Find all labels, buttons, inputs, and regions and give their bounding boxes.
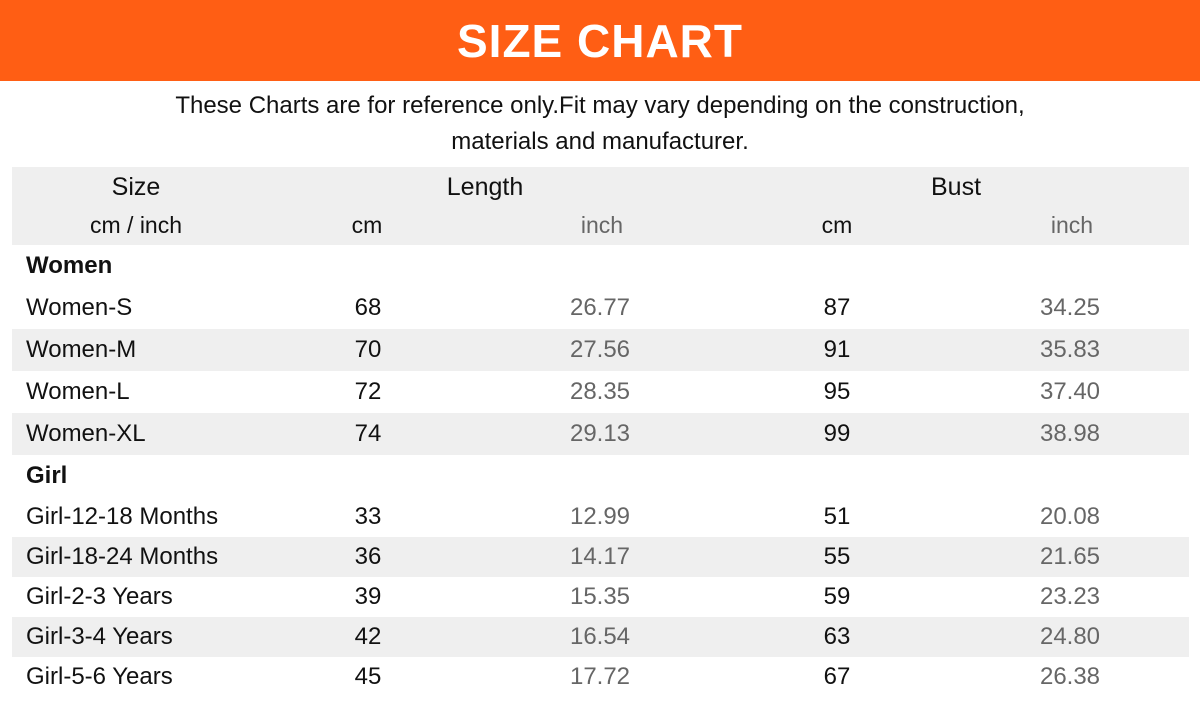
table-row: Women-M 70 27.56 91 35.83: [12, 329, 1189, 371]
bust-cm: 51: [823, 503, 851, 530]
table-row: Girl-18-24 Months 36 14.17 55 21.65: [12, 537, 1189, 577]
size-label: Girl-5-6 Years: [26, 663, 173, 690]
header-bust-inch: inch: [1050, 212, 1094, 238]
bust-inch: 34.25: [1039, 294, 1101, 321]
header-length: Length: [446, 173, 524, 201]
length-inch: 29.13: [569, 420, 631, 447]
bust-inch: 23.23: [1039, 583, 1101, 610]
length-inch: 14.17: [569, 543, 631, 570]
bust-cm: 63: [823, 623, 851, 650]
size-label: Women-S: [26, 294, 133, 321]
bust-inch: 24.80: [1039, 623, 1101, 650]
size-label: Women-XL: [26, 420, 146, 447]
table-row: Girl-2-3 Years 39 15.35 59 23.23: [12, 577, 1189, 617]
length-inch: 16.54: [569, 623, 631, 650]
bust-cm: 67: [823, 663, 851, 690]
bust-inch: 38.98: [1039, 420, 1101, 447]
length-inch: 27.56: [569, 336, 631, 363]
size-label: Girl-12-18 Months: [26, 503, 219, 530]
length-inch: 17.72: [569, 663, 631, 690]
header-size: Size: [111, 173, 161, 201]
header-length-inch: inch: [580, 212, 624, 238]
size-label: Women-L: [26, 378, 130, 405]
bust-cm: 95: [823, 378, 851, 405]
bust-inch: 21.65: [1039, 543, 1101, 570]
length-inch: 12.99: [569, 503, 631, 530]
length-cm: 74: [354, 420, 382, 447]
length-cm: 33: [354, 503, 382, 530]
table-row: Girl-12-18 Months 33 12.99 51 20.08: [12, 497, 1189, 537]
group-heading-girl: Girl: [12, 455, 1189, 497]
title-banner: SIZE CHART: [0, 0, 1200, 81]
group-name: Women: [26, 252, 113, 279]
length-inch: 26.77: [569, 294, 631, 321]
disclaimer-line-1: These Charts are for reference only.Fit …: [175, 92, 1025, 119]
group-heading-women: Women: [12, 245, 1189, 287]
table-header: Size cm / inch Length cm inch Bust cm in…: [12, 167, 1189, 245]
bust-inch: 37.40: [1039, 378, 1101, 405]
table-row: Women-XL 74 29.13 99 38.98: [12, 413, 1189, 455]
bust-inch: 26.38: [1039, 663, 1101, 690]
bust-cm: 87: [823, 294, 851, 321]
bust-inch: 35.83: [1039, 336, 1101, 363]
group-name: Girl: [26, 462, 68, 489]
disclaimer: These Charts are for reference only.Fit …: [0, 88, 1200, 160]
length-cm: 42: [354, 623, 382, 650]
page-title: SIZE CHART: [457, 14, 743, 67]
header-bust-cm: cm: [821, 212, 853, 238]
size-label: Girl-18-24 Months: [26, 543, 219, 570]
bust-cm: 55: [823, 543, 851, 570]
size-table: Size cm / inch Length cm inch Bust cm in…: [12, 167, 1189, 697]
length-cm: 72: [354, 378, 382, 405]
length-inch: 15.35: [569, 583, 631, 610]
table-row: Women-L 72 28.35 95 37.40: [12, 371, 1189, 413]
bust-cm: 59: [823, 583, 851, 610]
length-cm: 39: [354, 583, 382, 610]
size-label: Girl-2-3 Years: [26, 583, 173, 610]
size-label: Girl-3-4 Years: [26, 623, 173, 650]
header-length-cm: cm: [351, 212, 383, 238]
bust-cm: 99: [823, 420, 851, 447]
length-cm: 36: [354, 543, 382, 570]
table-row: Girl-5-6 Years 45 17.72 67 26.38: [12, 657, 1189, 697]
length-inch: 28.35: [569, 378, 631, 405]
table-row: Women-S 68 26.77 87 34.25: [12, 287, 1189, 329]
length-cm: 70: [354, 336, 382, 363]
length-cm: 45: [354, 663, 382, 690]
length-cm: 68: [354, 294, 382, 321]
size-label: Women-M: [26, 336, 137, 363]
bust-inch: 20.08: [1039, 503, 1101, 530]
header-size-unit: cm / inch: [89, 212, 183, 238]
header-bust: Bust: [930, 173, 982, 201]
table-row: Girl-3-4 Years 42 16.54 63 24.80: [12, 617, 1189, 657]
disclaimer-line-2: materials and manufacturer.: [451, 128, 749, 155]
bust-cm: 91: [823, 336, 851, 363]
